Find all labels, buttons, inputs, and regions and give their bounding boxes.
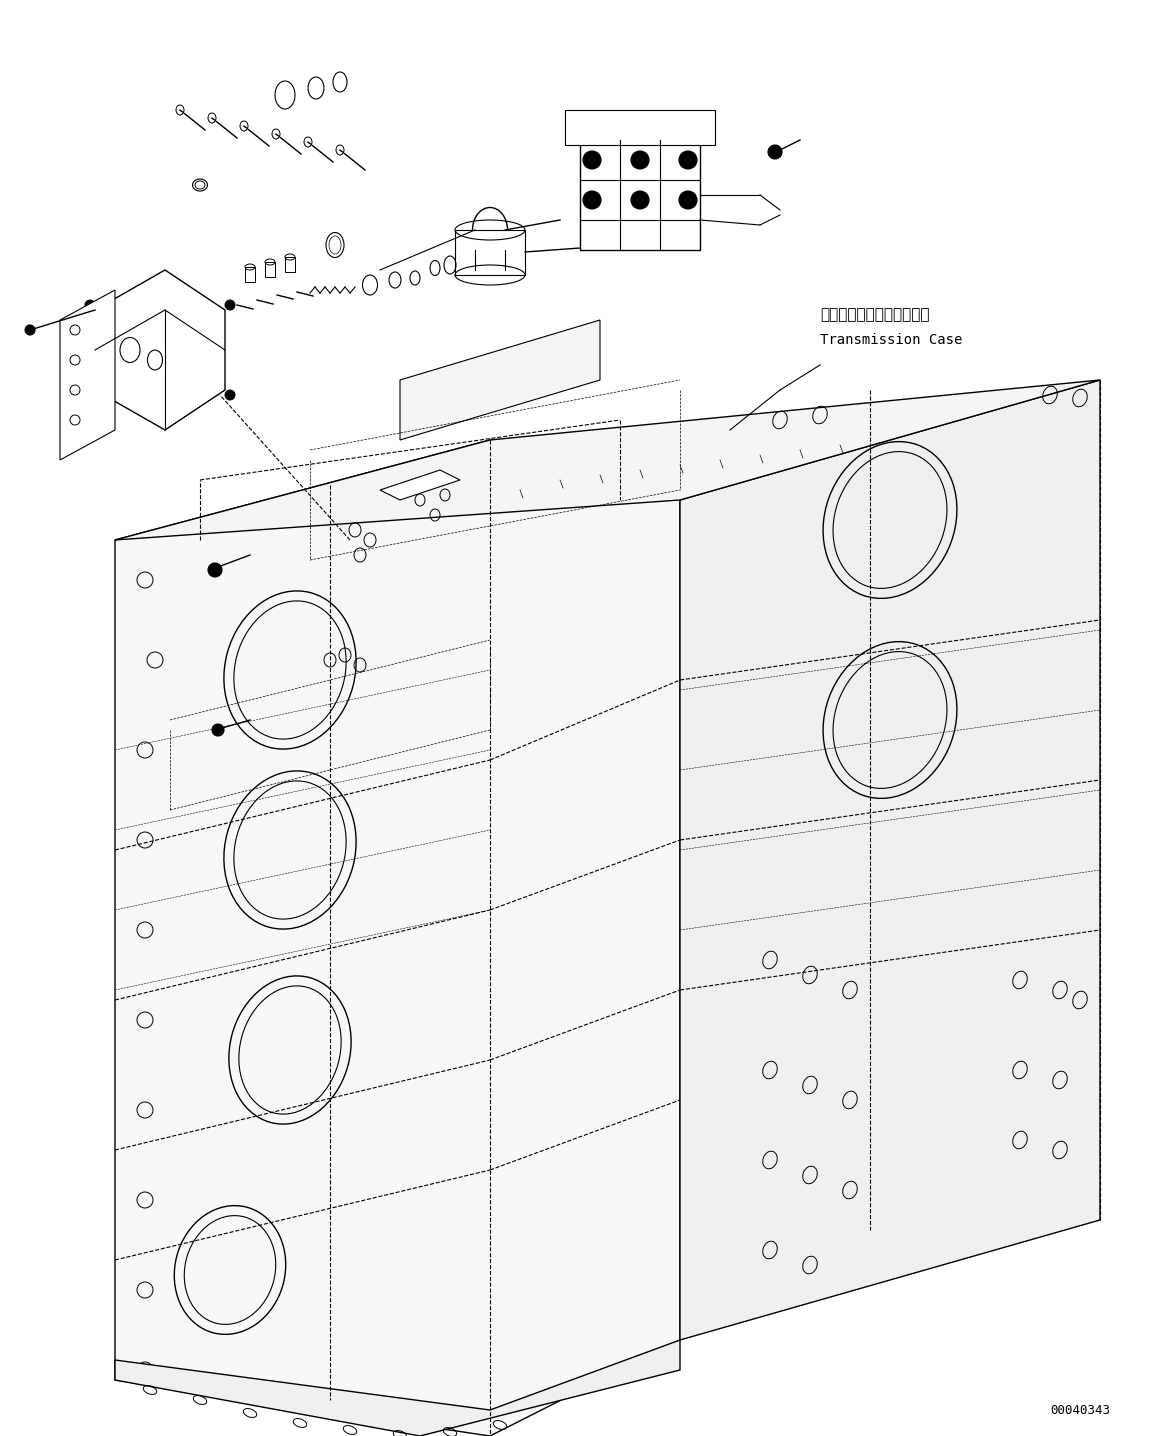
Polygon shape (95, 270, 224, 429)
Ellipse shape (632, 151, 649, 169)
Polygon shape (400, 320, 600, 439)
Ellipse shape (679, 151, 697, 169)
Ellipse shape (212, 724, 224, 737)
Ellipse shape (583, 191, 601, 210)
Polygon shape (265, 261, 274, 277)
Ellipse shape (224, 391, 235, 401)
Ellipse shape (679, 191, 697, 210)
Polygon shape (115, 439, 680, 1436)
Ellipse shape (85, 391, 95, 401)
Polygon shape (380, 470, 461, 500)
Polygon shape (115, 1340, 680, 1436)
Ellipse shape (85, 300, 95, 310)
Ellipse shape (208, 563, 222, 577)
Ellipse shape (24, 325, 35, 335)
Text: トランスミッションケース: トランスミッションケース (820, 307, 929, 323)
Polygon shape (565, 111, 715, 145)
Polygon shape (455, 230, 525, 276)
Polygon shape (60, 290, 115, 460)
Polygon shape (285, 257, 295, 271)
Polygon shape (680, 381, 1100, 1340)
Text: Transmission Case: Transmission Case (820, 333, 962, 348)
Text: 00040343: 00040343 (1050, 1403, 1110, 1416)
Ellipse shape (632, 191, 649, 210)
Ellipse shape (768, 145, 782, 159)
Polygon shape (245, 267, 255, 281)
Polygon shape (580, 139, 700, 250)
Polygon shape (115, 381, 1100, 540)
Ellipse shape (583, 151, 601, 169)
Ellipse shape (224, 300, 235, 310)
